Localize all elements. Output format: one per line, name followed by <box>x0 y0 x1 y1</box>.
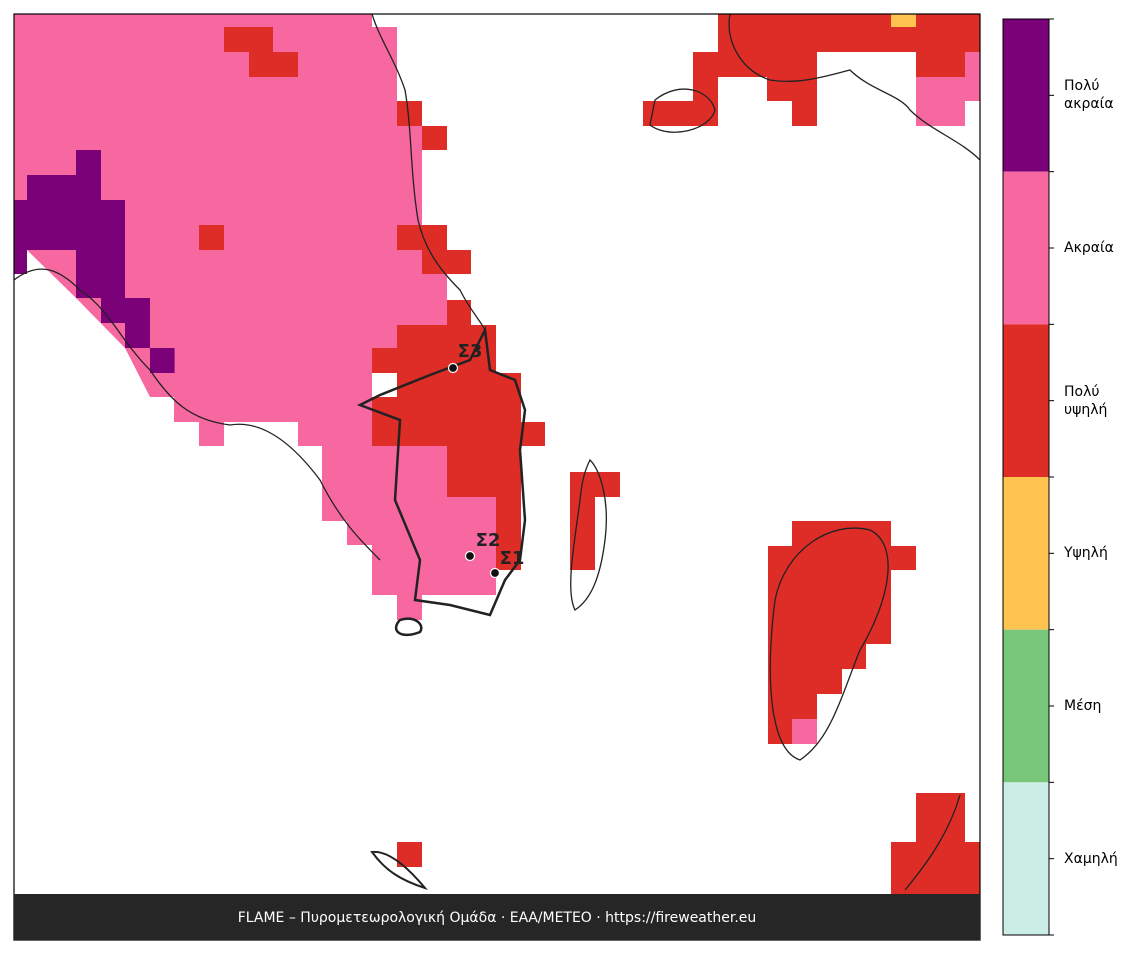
legend-label: Μέση <box>1064 698 1102 714</box>
legend-label: Πολύ υψηλή <box>1064 383 1108 418</box>
coastline <box>13 13 981 891</box>
station-label: Σ1 <box>500 548 525 569</box>
footer: FLAME – Πυρομετεωρολογική Ομάδα · ΕΑΑ/ME… <box>238 910 757 926</box>
legend-swatch <box>1003 782 1049 935</box>
station-marker <box>489 567 501 579</box>
risk-grid <box>14 14 980 894</box>
footer-bar <box>14 894 980 940</box>
station-marker <box>464 550 476 562</box>
station-label: Σ2 <box>476 530 501 551</box>
legend-swatch <box>1003 324 1049 477</box>
legend-frame <box>1002 18 1050 936</box>
legend-label: Ακραία <box>1064 240 1114 256</box>
legend-label: Πολύ ακραία <box>1064 78 1114 113</box>
legend-label: Υψηλή <box>1064 545 1108 562</box>
station-marker <box>447 362 459 374</box>
legend-swatch <box>1003 19 1049 172</box>
legend-swatch <box>1003 477 1049 630</box>
legend-swatch <box>1003 629 1049 783</box>
station-label: Σ3 <box>458 341 483 362</box>
legend-label: Χαμηλή <box>1064 850 1118 867</box>
legend-swatch <box>1003 171 1049 325</box>
